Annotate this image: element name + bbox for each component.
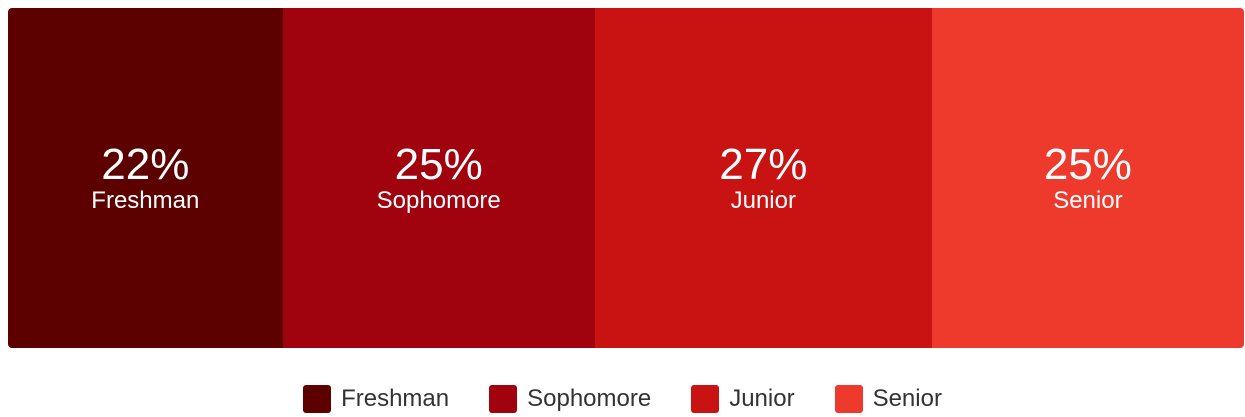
legend-swatch	[303, 385, 332, 413]
bar-segment-junior: 27% Junior	[594, 8, 932, 348]
data-label-category: Senior	[1053, 187, 1123, 214]
data-label-value: 25%	[394, 140, 483, 189]
legend-label: Senior	[872, 385, 942, 412]
data-label-value: 27%	[719, 140, 808, 189]
legend-label: Junior	[729, 385, 795, 412]
data-label-value: 25%	[1043, 140, 1132, 189]
legend-item-freshman[interactable]: Freshman	[303, 385, 449, 413]
legend-item-junior[interactable]: Junior	[691, 385, 795, 413]
legend-item-senior[interactable]: Senior	[834, 385, 942, 413]
legend-swatch	[834, 385, 863, 413]
legend-label: Freshman	[341, 385, 450, 412]
bar-segment-freshman: 22% Freshman	[8, 8, 283, 348]
bar-segment-sophomore: 25% Sophomore	[282, 8, 595, 348]
data-label-category: Junior	[730, 187, 796, 214]
legend: Freshman Sophomore Junior Senior	[0, 385, 1245, 413]
legend-swatch	[489, 385, 518, 413]
data-label-category: Freshman	[91, 187, 200, 214]
bar-segment-senior: 25% Senior	[931, 8, 1244, 348]
legend-swatch	[691, 385, 720, 413]
legend-label: Sophomore	[527, 385, 652, 412]
bar-track: 22% Freshman 25% Sophomore 27% Junior 25% Senio…	[8, 8, 1244, 348]
data-label-value: 22%	[101, 140, 190, 189]
data-label-category: Sophomore	[376, 187, 501, 214]
legend-item-sophomore[interactable]: Sophomore	[489, 385, 651, 413]
